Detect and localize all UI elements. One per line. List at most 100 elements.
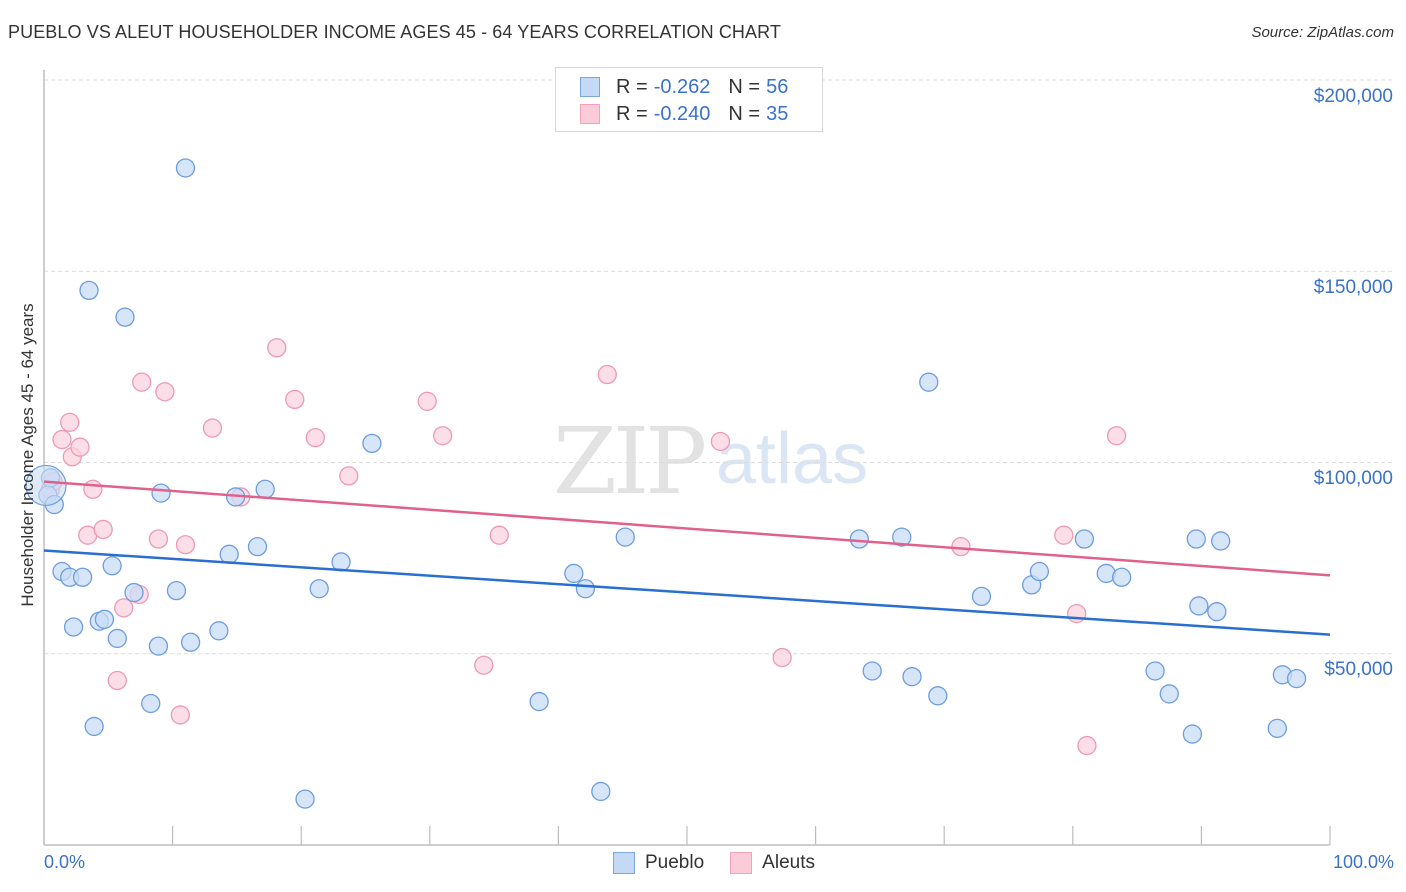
- data-point: [151, 483, 171, 503]
- data-point: [124, 582, 144, 603]
- data-point: [1286, 668, 1307, 689]
- data-point: [180, 632, 201, 652]
- x-tick-100: 100.0%: [1332, 852, 1394, 872]
- data-point: [1186, 529, 1206, 549]
- data-point: [247, 537, 268, 557]
- legend-row-aleut: R = -0.240 N = 35: [580, 101, 788, 127]
- n-value: 56: [766, 75, 789, 98]
- legend-item-aleuts[interactable]: Aleuts: [730, 852, 815, 874]
- data-point: [107, 670, 127, 691]
- data-point: [362, 433, 382, 454]
- data-point: [102, 556, 122, 576]
- data-point: [305, 427, 325, 448]
- data-point: [170, 705, 190, 725]
- data-point: [202, 418, 223, 438]
- data-point: [474, 655, 494, 675]
- data-point: [1182, 724, 1203, 744]
- data-point: [52, 429, 72, 450]
- data-point: [295, 789, 315, 809]
- data-point: [94, 609, 115, 629]
- data-point: [529, 691, 549, 712]
- data-point: [892, 527, 912, 547]
- data-point: [615, 527, 635, 547]
- watermark-atlas: atlas: [716, 419, 869, 499]
- pueblo-points: [25, 158, 1307, 809]
- source-label: Source: ZipAtlas.com: [1251, 24, 1394, 41]
- x-tick-0: 0.0%: [44, 852, 86, 872]
- data-point: [84, 716, 104, 737]
- data-point: [93, 519, 113, 540]
- x-axis-ticks: [172, 826, 1331, 845]
- aleut-trend-line: [43, 480, 1331, 577]
- data-point: [83, 479, 103, 499]
- data-point: [114, 598, 134, 618]
- legend-label-pueblo: Pueblo: [645, 852, 705, 873]
- data-point: [285, 389, 305, 410]
- data-point: [951, 537, 971, 557]
- data-point: [489, 525, 509, 545]
- data-point: [417, 391, 437, 411]
- n-label: N =: [728, 102, 761, 125]
- y-tick-100000: $100,000: [1313, 468, 1393, 489]
- gridlines: [44, 79, 1395, 655]
- trend-lines: [43, 480, 1331, 636]
- y-tick-150000: $150,000: [1313, 277, 1393, 298]
- data-point: [1189, 596, 1209, 616]
- r-value: -0.240: [653, 102, 711, 125]
- legend-item-pueblo[interactable]: Pueblo: [613, 852, 704, 874]
- data-point: [115, 307, 135, 327]
- data-point: [60, 412, 80, 432]
- chart-title: PUEBLO VS ALEUT HOUSEHOLDER INCOME AGES …: [8, 22, 781, 42]
- data-point: [772, 647, 792, 668]
- data-point: [219, 544, 239, 564]
- data-point: [1112, 567, 1132, 587]
- data-point: [1074, 529, 1095, 549]
- pueblo-swatch-icon: [613, 852, 635, 874]
- data-point: [1067, 603, 1087, 624]
- y-axis-label: Householder Income Ages 45 - 64 years: [18, 303, 37, 607]
- data-point: [1054, 525, 1074, 545]
- data-point: [564, 563, 584, 584]
- data-point: [175, 535, 196, 555]
- data-point: [433, 426, 453, 446]
- data-point-large: [25, 464, 67, 507]
- aleut-swatch-icon: [580, 104, 600, 124]
- n-label: N =: [728, 75, 761, 98]
- data-point: [255, 479, 275, 499]
- data-point: [148, 529, 169, 549]
- y-tick-200000: $200,000: [1313, 86, 1393, 107]
- data-point: [919, 372, 939, 392]
- data-point: [132, 372, 152, 392]
- data-point: [597, 364, 617, 385]
- legend-label-aleuts: Aleuts: [762, 852, 815, 873]
- data-point: [148, 636, 169, 656]
- data-point: [1106, 426, 1127, 446]
- data-point: [1077, 735, 1097, 756]
- pueblo-swatch-icon: [580, 77, 600, 97]
- aleut-points: [40, 338, 1127, 756]
- watermark-zip: ZIP: [553, 408, 707, 515]
- data-point: [862, 661, 882, 681]
- data-point: [1145, 661, 1165, 681]
- data-point: [166, 580, 187, 601]
- r-value: -0.262: [653, 75, 711, 98]
- data-point: [928, 686, 948, 706]
- data-point: [1029, 561, 1050, 582]
- data-point: [339, 466, 359, 486]
- data-point: [591, 781, 611, 802]
- aleuts-swatch-icon: [730, 852, 753, 874]
- data-point: [849, 529, 869, 549]
- data-point: [72, 567, 93, 587]
- r-label: R =: [616, 102, 648, 125]
- data-point: [209, 621, 229, 641]
- data-point: [309, 579, 329, 599]
- pueblo-trend-line: [43, 549, 1331, 636]
- data-point: [141, 693, 161, 714]
- data-point: [267, 338, 287, 358]
- data-point: [710, 431, 731, 452]
- data-point: [1159, 684, 1179, 704]
- correlation-legend: R = -0.262 N = 56 R = -0.240 N = 35: [555, 67, 823, 132]
- n-value: 35: [766, 102, 789, 125]
- data-point: [902, 667, 922, 687]
- r-label: R =: [616, 75, 648, 98]
